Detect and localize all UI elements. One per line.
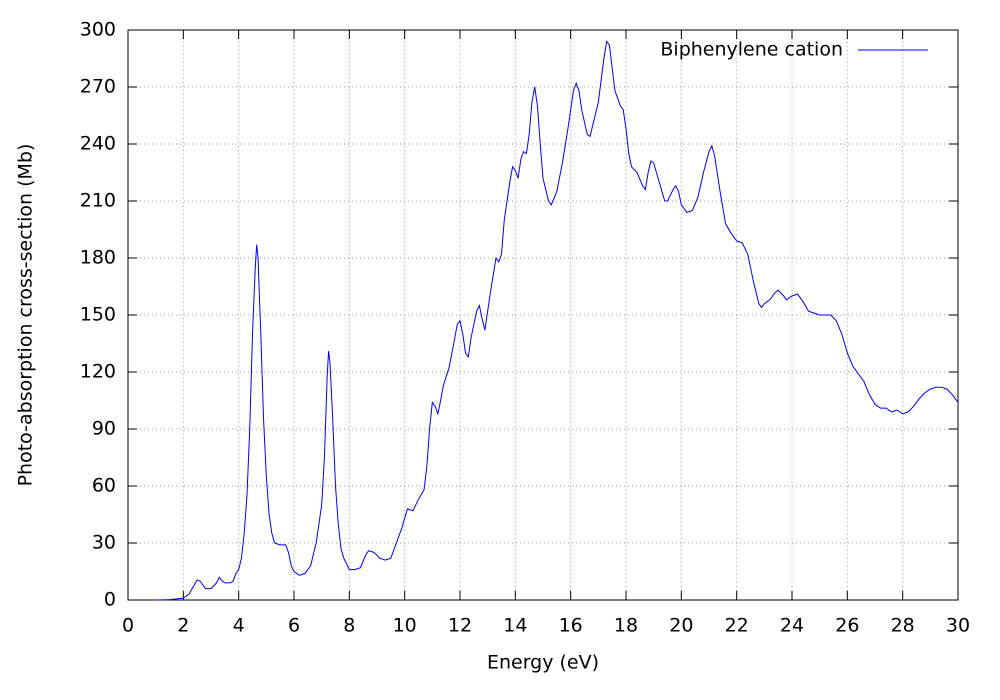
x-tick-label: 20 [669, 615, 693, 637]
x-tick-label: 2 [177, 615, 189, 637]
y-tick-label: 120 [80, 361, 116, 383]
x-tick-label: 4 [233, 615, 245, 637]
x-tick-label: 0 [122, 615, 134, 637]
legend-label: Biphenylene cation [660, 39, 843, 61]
y-tick-label: 150 [80, 304, 116, 326]
x-tick-label: 22 [725, 615, 749, 637]
y-tick-label: 180 [80, 247, 116, 269]
y-tick-label: 90 [92, 418, 116, 440]
x-tick-label: 28 [891, 615, 915, 637]
x-tick-label: 10 [393, 615, 417, 637]
x-tick-label: 24 [780, 615, 804, 637]
data-line [155, 40, 959, 601]
x-tick-label: 16 [559, 615, 583, 637]
y-tick-label: 270 [80, 76, 116, 98]
x-tick-label: 12 [448, 615, 472, 637]
x-tick-label: 26 [835, 615, 859, 637]
y-tick-label: 300 [80, 19, 116, 41]
x-tick-label: 6 [288, 615, 300, 637]
x-tick-label: 8 [343, 615, 355, 637]
x-axis-title: Energy (eV) [487, 652, 599, 674]
y-tick-label: 30 [92, 532, 116, 554]
y-tick-label: 240 [80, 133, 116, 155]
x-tick-label: 14 [503, 615, 527, 637]
y-tick-label: 0 [104, 589, 116, 611]
x-tick-label: 18 [614, 615, 638, 637]
plot-frame [127, 29, 959, 601]
x-tick-label: 30 [946, 615, 970, 637]
y-tick-label: 60 [92, 475, 116, 497]
y-tick-label: 210 [80, 190, 116, 212]
y-axis-title: Photo-absorption cross-section (Mb) [15, 144, 37, 487]
